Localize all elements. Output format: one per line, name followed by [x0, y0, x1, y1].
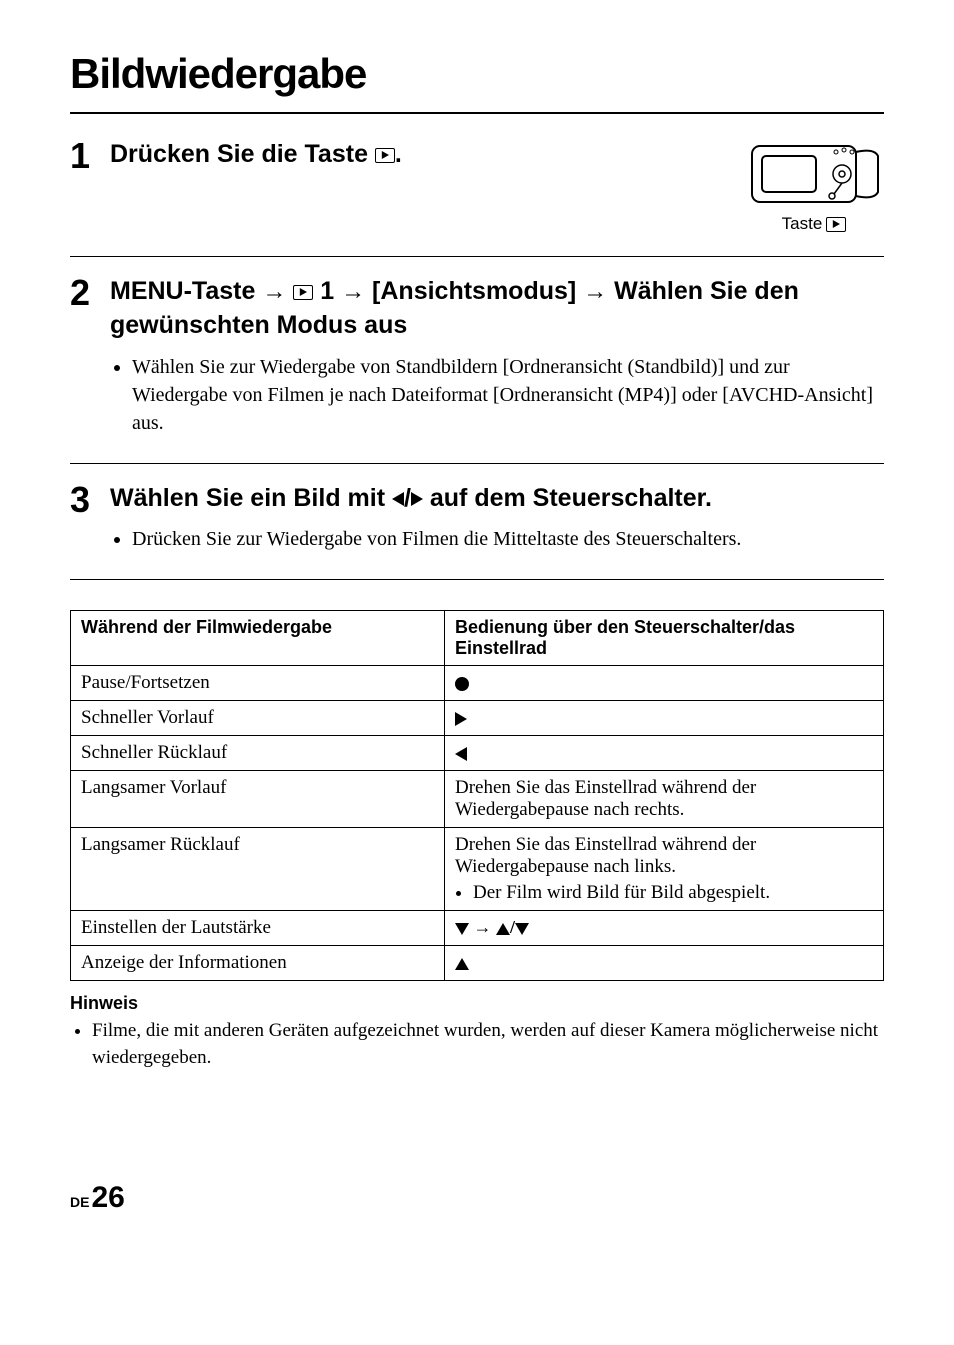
triangle-left-icon	[455, 747, 467, 761]
text: [Ansichtsmodus]	[365, 277, 583, 305]
triangle-up-icon	[455, 958, 469, 970]
triangle-down-icon	[455, 923, 469, 935]
table-row: Langsamer Vorlauf Drehen Sie das Einstel…	[71, 771, 884, 828]
table-cell: Langsamer Rücklauf	[71, 828, 445, 911]
table-cell: → /	[444, 911, 883, 946]
table-cell: Anzeige der Informationen	[71, 946, 445, 981]
list-item: Wählen Sie zur Wiedergabe von Standbilde…	[132, 353, 884, 437]
camera-caption: Taste	[782, 214, 847, 234]
text: Wählen Sie ein Bild mit	[110, 484, 392, 512]
step-heading: Drücken Sie die Taste .	[110, 138, 724, 172]
triangle-up-icon	[496, 923, 510, 935]
table-cell	[444, 946, 883, 981]
table-cell	[444, 666, 883, 701]
table-cell: Einstellen der Lautstärke	[71, 911, 445, 946]
step-1: 1 Drücken Sie die Taste .	[70, 138, 884, 234]
arrow-icon: →	[583, 278, 607, 305]
note-list: Filme, die mit anderen Geräten aufgezeic…	[70, 1018, 884, 1071]
table-row: Einstellen der Lautstärke → /	[71, 911, 884, 946]
step-3: 3 Wählen Sie ein Bild mit / auf dem Steu…	[70, 482, 884, 558]
table-cell	[444, 701, 883, 736]
bullet-list: Drücken Sie zur Wiedergabe von Filmen di…	[110, 525, 884, 553]
dot-icon	[455, 677, 469, 691]
page-prefix: DE	[70, 1194, 89, 1210]
sub-list: Der Film wird Bild für Bild abgespielt.	[473, 882, 873, 904]
arrow-icon: →	[473, 917, 496, 937]
table-cell	[444, 736, 883, 771]
text: 1	[313, 277, 341, 305]
text: auf dem Steuerschalter.	[423, 484, 712, 512]
list-item: Der Film wird Bild für Bild abgespielt.	[473, 882, 873, 904]
text: MENU-Taste	[110, 277, 262, 305]
table-row: Pause/Fortsetzen	[71, 666, 884, 701]
triangle-down-icon	[515, 923, 529, 935]
step-number: 1	[70, 138, 96, 174]
bullet-list: Wählen Sie zur Wiedergabe von Standbilde…	[110, 353, 884, 437]
play-icon	[375, 148, 395, 163]
table-header: Während der Filmwiedergabe	[71, 611, 445, 666]
list-item: Filme, die mit anderen Geräten aufgezeic…	[92, 1018, 884, 1071]
table-cell: Schneller Vorlauf	[71, 701, 445, 736]
page-number: DE26	[70, 1181, 884, 1215]
camera-icon	[744, 138, 884, 210]
divider	[70, 112, 884, 114]
table-header-row: Während der Filmwiedergabe Bedienung übe…	[71, 611, 884, 666]
divider	[70, 463, 884, 464]
table-header: Bedienung über den Steuerschalter/das Ei…	[444, 611, 883, 666]
table-row: Schneller Rücklauf	[71, 736, 884, 771]
table-cell: Pause/Fortsetzen	[71, 666, 445, 701]
table-cell: Schneller Rücklauf	[71, 736, 445, 771]
camera-illustration: Taste	[744, 138, 884, 234]
step-heading: MENU-Taste → 1 → [Ansichtsmodus] → Wähle…	[110, 275, 884, 343]
note-heading: Hinweis	[70, 993, 884, 1014]
table-row: Anzeige der Informationen	[71, 946, 884, 981]
divider	[70, 579, 884, 580]
table-cell: Langsamer Vorlauf	[71, 771, 445, 828]
page: Bildwiedergabe 1 Drücken Sie die Taste .	[0, 0, 954, 1255]
page-title: Bildwiedergabe	[70, 50, 884, 98]
table-row: Langsamer Rücklauf Drehen Sie das Einste…	[71, 828, 884, 911]
list-item: Drücken Sie zur Wiedergabe von Filmen di…	[132, 525, 884, 553]
table-cell: Drehen Sie das Einstellrad während der W…	[444, 828, 883, 911]
table-row: Schneller Vorlauf	[71, 701, 884, 736]
divider	[70, 256, 884, 257]
text: Drücken Sie die Taste	[110, 140, 375, 168]
controls-table: Während der Filmwiedergabe Bedienung übe…	[70, 610, 884, 981]
step-2: 2 MENU-Taste → 1 → [Ansichtsmodus] → Wäh…	[70, 275, 884, 441]
triangle-left-icon	[392, 492, 404, 506]
play-icon	[293, 285, 313, 300]
arrow-icon: →	[262, 278, 286, 305]
text: Taste	[782, 214, 823, 234]
text: /	[404, 484, 411, 512]
play-icon	[826, 217, 846, 232]
step-number: 2	[70, 275, 96, 311]
text: .	[395, 140, 402, 168]
step-number: 3	[70, 482, 96, 518]
arrow-icon: →	[341, 278, 365, 305]
step-heading: Wählen Sie ein Bild mit / auf dem Steuer…	[110, 482, 884, 516]
triangle-right-icon	[455, 712, 467, 726]
text: Drehen Sie das Einstellrad während der W…	[455, 834, 756, 877]
page-num: 26	[91, 1181, 124, 1215]
triangle-right-icon	[411, 492, 423, 506]
table-cell: Drehen Sie das Einstellrad während der W…	[444, 771, 883, 828]
